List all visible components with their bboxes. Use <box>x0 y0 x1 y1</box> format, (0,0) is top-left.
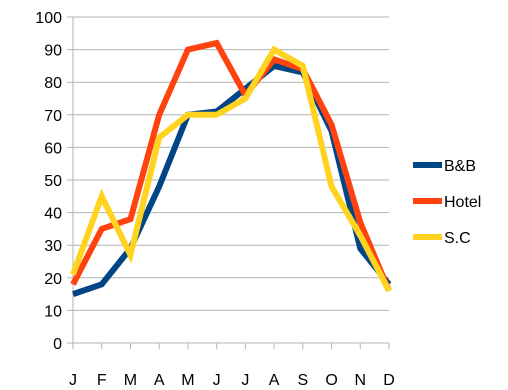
y-tick-label: 50 <box>44 173 62 190</box>
legend-label: B&B <box>444 158 476 175</box>
x-tick-label: O <box>325 372 337 389</box>
legend-label: Hotel <box>444 194 481 211</box>
x-tick-label: J <box>69 372 77 389</box>
series-lines <box>70 39 392 297</box>
legend-item: B&B <box>413 158 476 175</box>
y-tick-label: 80 <box>44 75 62 92</box>
y-tick-label: 70 <box>44 108 62 125</box>
legend: B&B Hotel S.C <box>413 158 481 247</box>
y-tick-label: 30 <box>44 238 62 255</box>
y-tick-label: 100 <box>35 10 62 27</box>
x-tick-label: F <box>97 372 107 389</box>
legend-item: S.C <box>413 230 471 247</box>
x-tick-label: N <box>354 372 366 389</box>
y-tick-label: 90 <box>44 43 62 60</box>
y-tick-label: 0 <box>53 336 62 353</box>
y-tick-label: 40 <box>44 206 62 223</box>
series-2 <box>70 45 392 293</box>
x-tick-label: S <box>297 372 308 389</box>
x-tick-label: A <box>269 372 280 389</box>
x-tick-label: J <box>213 372 221 389</box>
x-tick-label: M <box>181 372 194 389</box>
legend-item: Hotel <box>413 194 481 211</box>
y-tick-label: 10 <box>44 303 62 320</box>
y-tick-label: 20 <box>44 271 62 288</box>
x-tick-label: D <box>383 372 395 389</box>
series-line <box>70 45 392 293</box>
legend-label: S.C <box>444 230 471 247</box>
series-1 <box>70 39 392 293</box>
series-line <box>70 39 392 293</box>
grid-lines <box>67 16 389 344</box>
x-tick-label: M <box>124 372 137 389</box>
x-tick-label: A <box>154 372 165 389</box>
x-tick-label: J <box>241 372 249 389</box>
y-tick-label: 60 <box>44 140 62 157</box>
y-axis-tick-labels: 0 10 20 30 40 50 60 70 80 90 100 <box>35 10 62 353</box>
